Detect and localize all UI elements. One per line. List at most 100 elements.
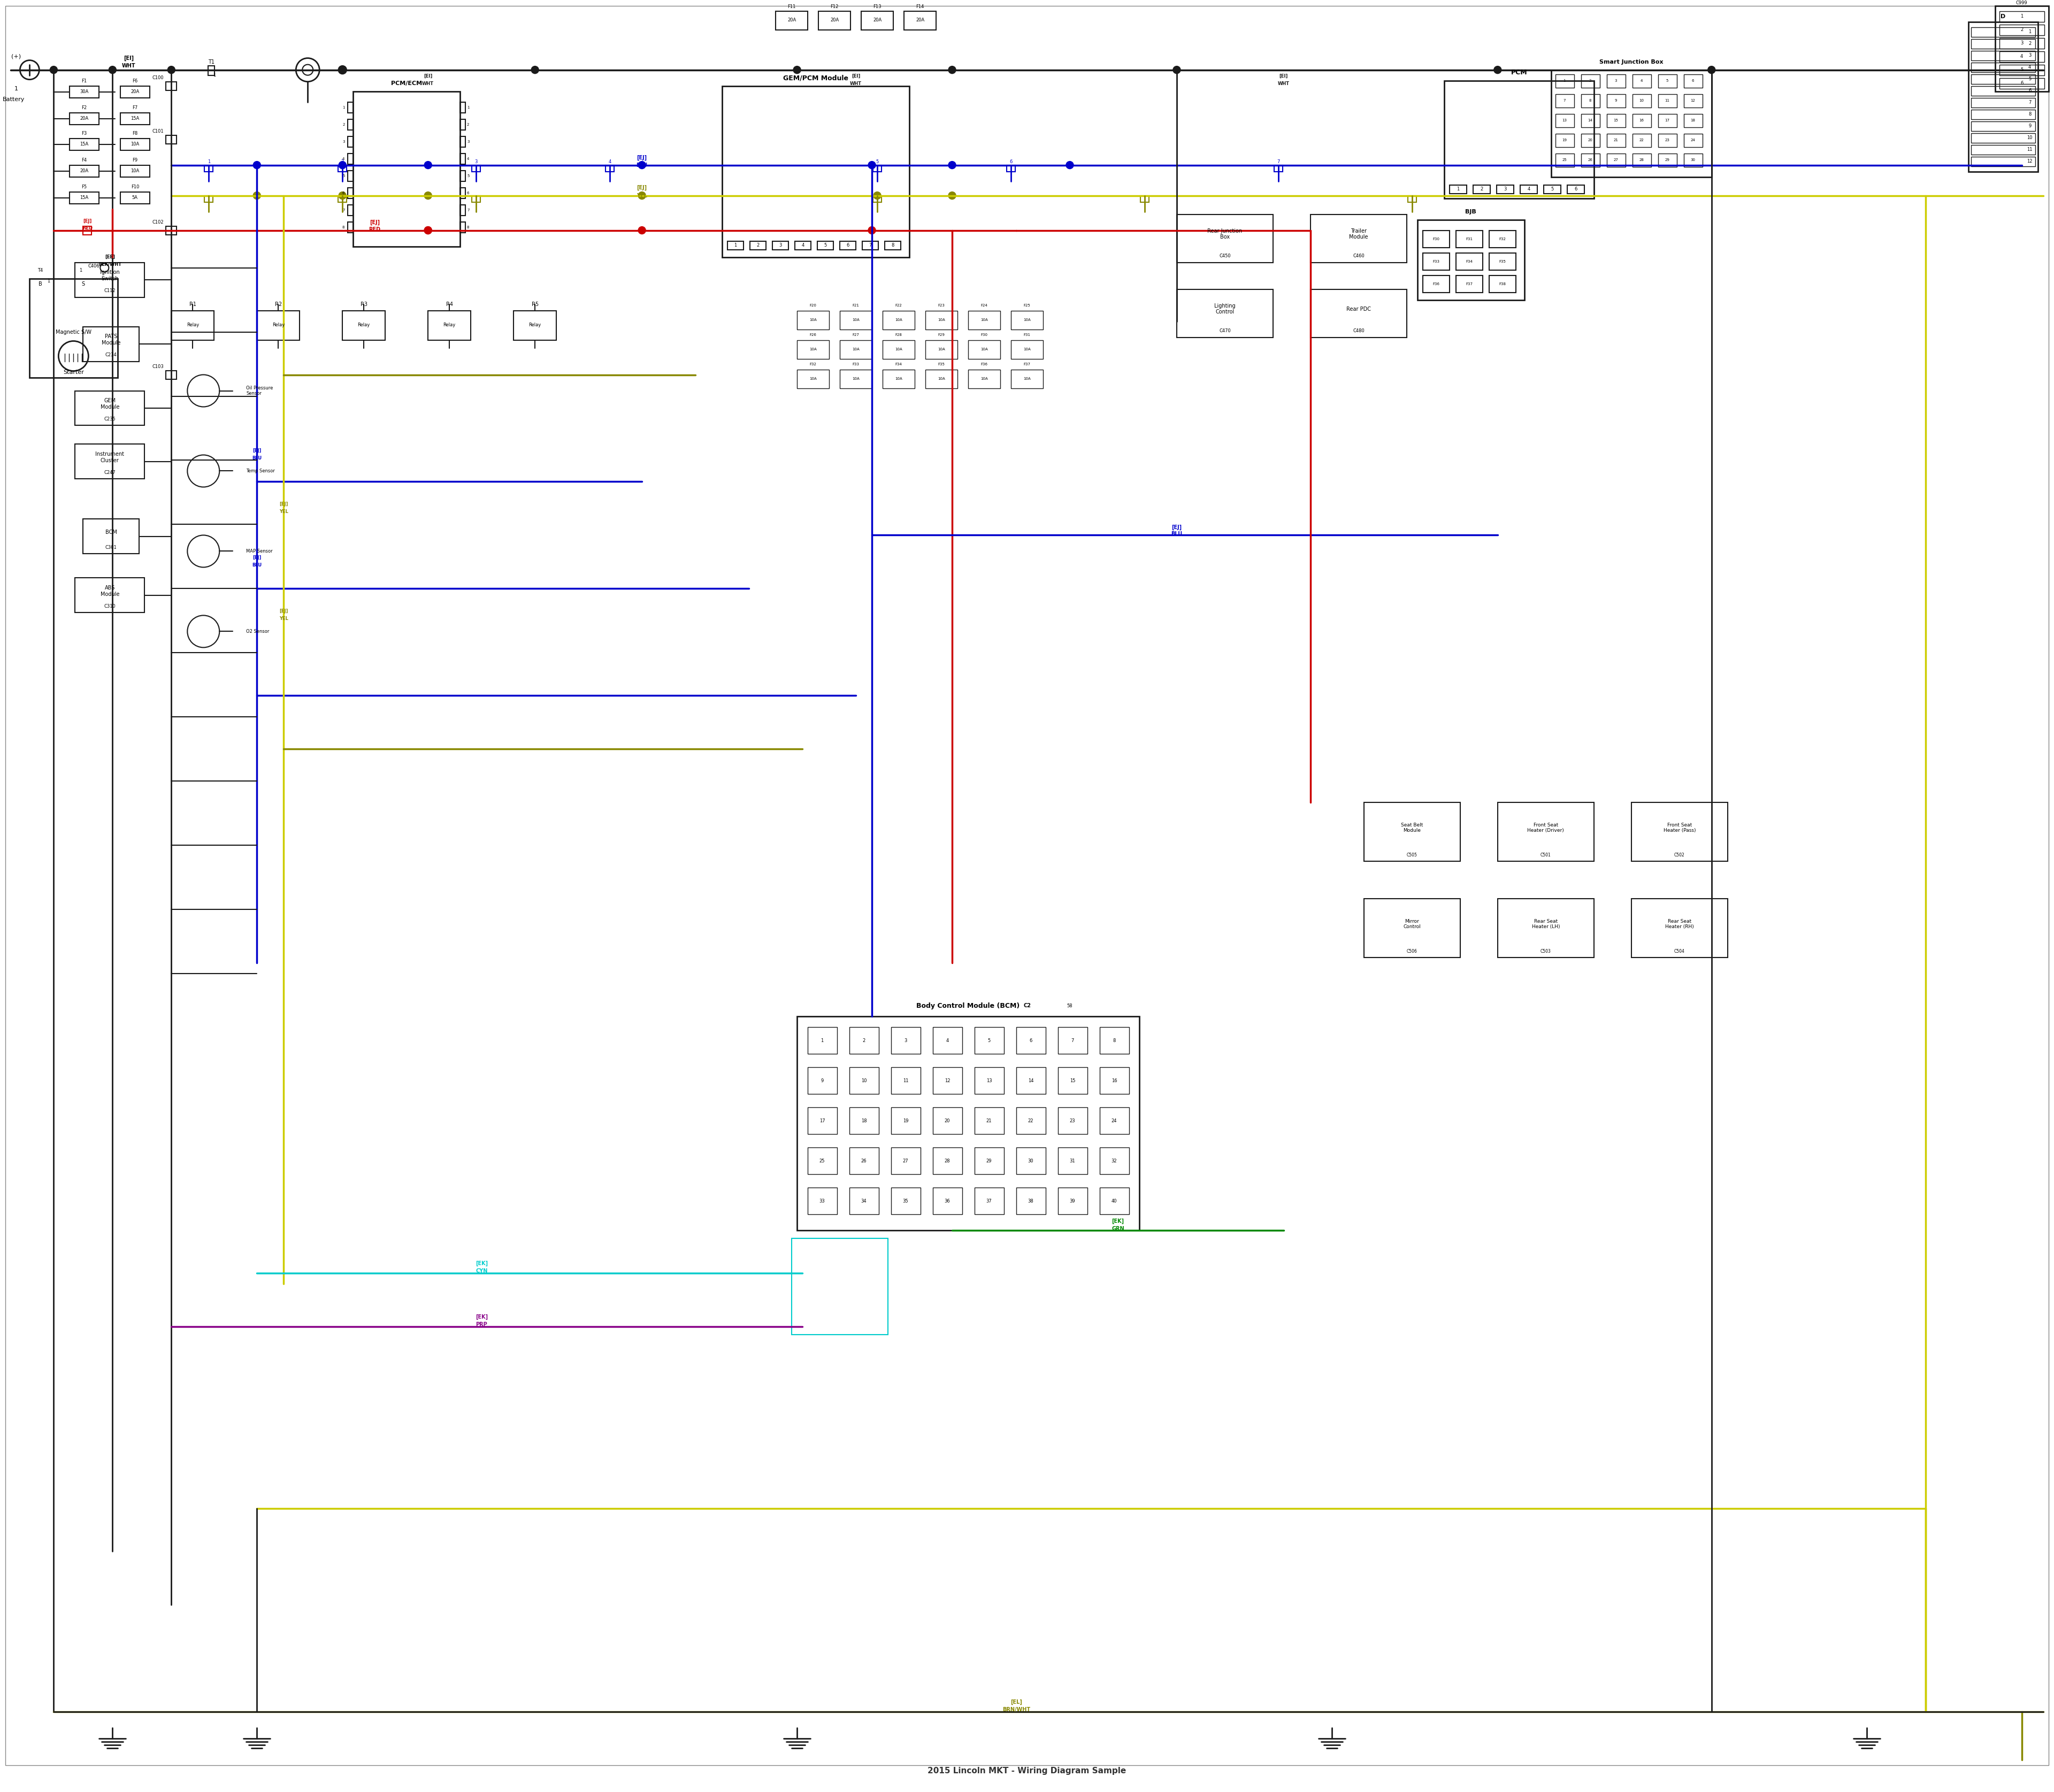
Bar (70, 86, 99, 99)
Text: 10A: 10A (980, 376, 988, 380)
Text: 32: 32 (1111, 1158, 1117, 1163)
Text: 8: 8 (1113, 1038, 1115, 1043)
Text: 7: 7 (2027, 100, 2031, 106)
Bar (347, 118, 353, 129)
Bar (1633, 93, 1651, 108)
Text: 17: 17 (820, 1118, 826, 1124)
Text: C112: C112 (105, 289, 115, 294)
Bar (1999, 38, 2044, 48)
Text: B: B (39, 281, 43, 287)
Bar (850, 1027, 879, 1054)
Bar (460, 222, 466, 233)
Bar (472, 195, 481, 202)
Bar (1999, 65, 2044, 75)
Text: 38: 38 (1027, 1199, 1033, 1204)
Bar (861, 11, 893, 30)
Bar (1310, 215, 1407, 262)
Bar (795, 240, 811, 249)
Bar (1582, 154, 1600, 167)
Bar (974, 1107, 1004, 1134)
Bar (1058, 1068, 1087, 1095)
Text: BLK/WHT: BLK/WHT (99, 262, 121, 267)
Text: 5: 5 (2021, 68, 2023, 72)
Bar (1489, 276, 1516, 292)
Text: C501: C501 (1540, 853, 1551, 857)
Bar (70, 113, 99, 124)
Bar (967, 340, 1000, 358)
Text: F25: F25 (1023, 303, 1031, 306)
Text: 10A: 10A (980, 348, 988, 351)
Bar (1456, 276, 1483, 292)
Text: 20A: 20A (131, 90, 140, 95)
Text: 7: 7 (466, 208, 470, 211)
Bar (1633, 154, 1651, 167)
Bar (1058, 1107, 1087, 1134)
Text: [EJ]: [EJ] (279, 609, 288, 613)
Text: 10A: 10A (852, 376, 859, 380)
Text: Relay: Relay (187, 323, 199, 328)
Text: F14: F14 (916, 4, 924, 9)
Bar (82, 520, 140, 554)
Text: O2 Sensor: O2 Sensor (246, 629, 269, 634)
Text: [EI]: [EI] (852, 73, 861, 79)
Bar (883, 369, 914, 389)
Text: F35: F35 (1499, 260, 1506, 263)
Text: 21: 21 (986, 1118, 992, 1124)
Text: 27: 27 (904, 1158, 908, 1163)
Text: Relay: Relay (357, 323, 370, 328)
Text: CYN: CYN (477, 1269, 487, 1274)
Text: F21: F21 (852, 303, 859, 306)
Circle shape (949, 66, 955, 73)
Bar (1999, 25, 2044, 36)
Text: 10A: 10A (131, 168, 140, 174)
Bar (840, 310, 871, 330)
Text: 1: 1 (1456, 186, 1460, 192)
Text: 10A: 10A (939, 317, 945, 321)
Text: 19: 19 (1561, 138, 1567, 142)
Text: 5: 5 (2029, 77, 2031, 81)
Bar (1633, 113, 1651, 127)
Text: 18: 18 (861, 1118, 867, 1124)
Bar (1273, 165, 1282, 172)
Text: 12: 12 (2027, 159, 2033, 163)
Bar (873, 165, 881, 172)
Text: Relay: Relay (444, 323, 456, 328)
Text: 20A: 20A (916, 18, 924, 23)
Text: 6: 6 (2027, 88, 2031, 93)
Bar (460, 188, 466, 199)
Text: PCM: PCM (1512, 70, 1528, 75)
Text: [EI]: [EI] (423, 73, 433, 79)
Text: C480: C480 (1354, 328, 1364, 333)
Text: 15: 15 (1614, 118, 1619, 122)
Text: 19: 19 (904, 1118, 908, 1124)
Text: C100: C100 (152, 75, 164, 81)
Text: 10A: 10A (896, 348, 902, 351)
Text: 10: 10 (861, 1079, 867, 1082)
Bar (817, 11, 850, 30)
Text: 30: 30 (1027, 1158, 1033, 1163)
Text: 2015 Lincoln MKT - Wiring Diagram Sample: 2015 Lincoln MKT - Wiring Diagram Sample (928, 1767, 1126, 1774)
Text: C503: C503 (1540, 948, 1551, 953)
Bar (1423, 231, 1450, 247)
Text: Battery: Battery (2, 97, 25, 102)
Bar (1631, 803, 1727, 862)
Text: 10A: 10A (809, 348, 817, 351)
Text: PCM/ECM: PCM/ECM (390, 81, 423, 86)
Text: 40: 40 (1111, 1199, 1117, 1204)
Bar (1555, 73, 1573, 88)
Text: 1: 1 (207, 159, 210, 165)
Circle shape (1493, 66, 1501, 73)
Text: 10A: 10A (896, 317, 902, 321)
Bar (873, 195, 881, 202)
Bar (121, 165, 150, 177)
Bar (1972, 109, 2036, 118)
Text: F26: F26 (809, 333, 817, 337)
Bar (1017, 1107, 1045, 1134)
Circle shape (187, 615, 220, 647)
Text: 9: 9 (1614, 99, 1616, 102)
Text: F12: F12 (830, 4, 838, 9)
Text: 1: 1 (78, 269, 82, 272)
Bar (205, 165, 214, 172)
Text: 3: 3 (343, 140, 345, 143)
Bar (70, 192, 99, 204)
